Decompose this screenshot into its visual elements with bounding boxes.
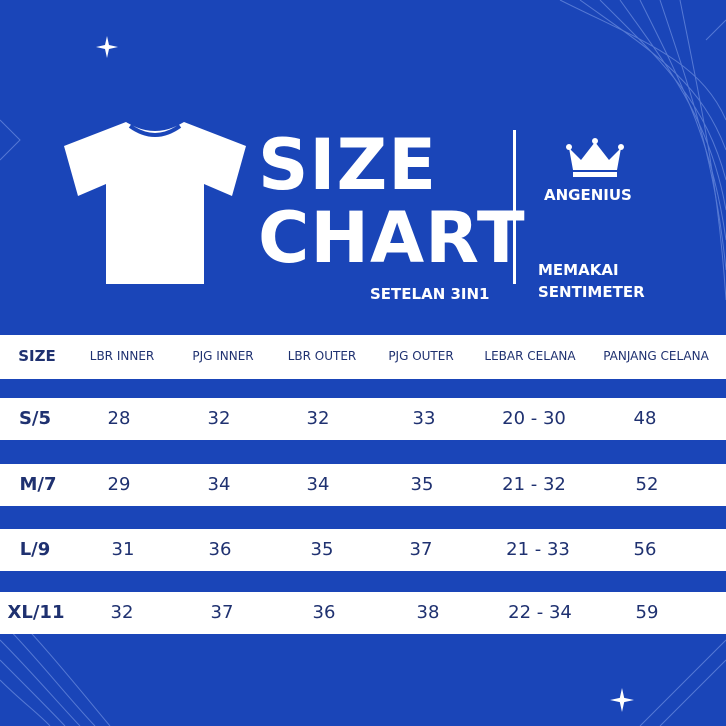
table-row: M/7 29 34 34 35 21 - 32 52 [0,464,726,506]
row-cell: 36 [208,539,232,560]
row-cell: 21 - 32 [502,474,566,495]
row-cell: 28 [107,408,131,429]
title-line-2: CHART [258,197,526,279]
row-cell: 35 [310,539,334,560]
row-cell: 33 [412,408,436,429]
divider [513,130,516,284]
row-cell: 34 [207,474,231,495]
subtitle: SETELAN 3IN1 [370,285,490,303]
table-row: L/9 31 36 35 37 21 - 33 56 [0,529,726,571]
row-cell: 37 [210,602,234,623]
header-lebar-celana: LEBAR CELANA [484,349,576,363]
header-lbr-outer: LBR OUTER [287,349,357,363]
tshirt-icon [64,122,246,284]
row-size: L/9 [19,539,51,560]
row-cell: 34 [306,474,330,495]
header-pjg-inner: PJG INNER [192,349,254,363]
sparkle-icon [610,688,634,712]
row-cell: 31 [111,539,135,560]
row-cell: 38 [416,602,440,623]
header-size: SIZE [18,347,56,365]
header-pjg-outer: PJG OUTER [388,349,454,363]
unit-note-line-2: SENTIMETER [538,283,645,301]
unit-note-line-1: MEMAKAI [538,261,619,279]
row-cell: 29 [107,474,131,495]
crown-icon [566,138,624,177]
row-cell: 56 [633,539,657,560]
unit-note: MEMAKAI SENTIMETER [538,259,645,303]
row-cell: 35 [410,474,434,495]
row-cell: 36 [312,602,336,623]
table-header: SIZE LBR INNER PJG INNER LBR OUTER PJG O… [0,335,726,379]
row-cell: 48 [633,408,657,429]
row-cell: 32 [306,408,330,429]
row-size: M/7 [19,474,57,495]
row-size: S/5 [18,408,52,429]
header-lbr-inner: LBR INNER [89,349,155,363]
row-cell: 21 - 33 [506,539,570,560]
sparkle-icon [96,36,118,58]
row-cell: 59 [635,602,659,623]
row-cell: 32 [207,408,231,429]
row-cell: 52 [635,474,659,495]
row-cell: 22 - 34 [508,602,572,623]
row-size: XL/11 [7,602,65,623]
header-panjang-celana: PANJANG CELANA [603,349,709,363]
table-row: S/5 28 32 32 33 20 - 30 48 [0,398,726,440]
table-row: XL/11 32 37 36 38 22 - 34 59 [0,592,726,634]
row-cell: 32 [110,602,134,623]
title-line-1: SIZE [258,124,438,206]
brand-name: ANGENIUS [544,186,632,204]
row-cell: 37 [409,539,433,560]
row-cell: 20 - 30 [502,408,566,429]
